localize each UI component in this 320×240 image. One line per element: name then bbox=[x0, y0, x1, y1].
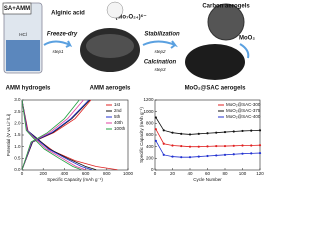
x-tick-label: 800 bbox=[103, 171, 111, 176]
step3-label: step3 bbox=[154, 67, 166, 72]
y-tick-label: 1200 bbox=[143, 97, 154, 102]
x-axis-title: Cycle Number bbox=[193, 177, 222, 182]
ion-label: (Mo₇O₂₄)⁶⁻ bbox=[115, 15, 146, 21]
y-tick-label: 2.0 bbox=[14, 121, 21, 126]
carbon-label: Carbon aerogels bbox=[202, 4, 250, 10]
y-axis-title: Specific Capacity (mAh g⁻¹) bbox=[139, 107, 144, 163]
legend-label: 2nd bbox=[114, 108, 122, 113]
data-point bbox=[258, 144, 262, 147]
x-tick-label: 0 bbox=[21, 171, 24, 176]
y-tick-label: 0 bbox=[151, 167, 154, 172]
molecule-icon bbox=[106, 1, 124, 19]
step1-label: step1 bbox=[52, 49, 64, 54]
series-line bbox=[21, 99, 82, 171]
moo2-label: MoO₂ bbox=[239, 36, 255, 42]
carbon-aerogel-photo bbox=[207, 3, 245, 41]
legend-label: 1st bbox=[114, 102, 121, 107]
arrow-step2 bbox=[142, 40, 178, 49]
y-axis-title: Potential (V vs Li⁺/Li) bbox=[6, 113, 11, 156]
x-tick-label: 600 bbox=[82, 171, 90, 176]
series-line bbox=[155, 128, 261, 148]
x-axis-title: Specific Capacity (mAh g⁻¹) bbox=[47, 177, 103, 182]
x-tick-label: 0 bbox=[154, 171, 157, 176]
y-tick-label: 1.0 bbox=[14, 144, 21, 149]
legend-label: MoO₂@SAC-400 bbox=[226, 114, 261, 119]
y-tick-label: 1.5 bbox=[14, 132, 21, 137]
y-tick-label: 200 bbox=[146, 156, 154, 161]
amm-aerogel-label: AMM aerogels bbox=[90, 86, 131, 92]
x-tick-label: 400 bbox=[61, 171, 69, 176]
calc-label: Calcination bbox=[144, 60, 177, 66]
x-tick-label: 40 bbox=[187, 171, 193, 176]
legend-label: MoO₂@SAC-300 bbox=[226, 102, 261, 107]
hcl-label: HCl bbox=[19, 32, 27, 37]
freeze-label: Freeze-dry bbox=[47, 32, 78, 38]
arrow-step1 bbox=[43, 40, 73, 48]
x-tick-label: 120 bbox=[256, 171, 264, 176]
stab-label: Stabilization bbox=[144, 32, 180, 38]
amm-hydrogel-label: AMM hydrogels bbox=[6, 86, 51, 92]
y-tick-label: 3.0 bbox=[14, 97, 21, 102]
legend-label: 5th bbox=[114, 114, 121, 119]
alginic-label: Alginic acid bbox=[51, 11, 85, 17]
x-tick-label: 100 bbox=[239, 171, 247, 176]
y-tick-label: 0.0 bbox=[14, 167, 21, 172]
legend-label: 40th bbox=[114, 120, 123, 125]
series-line bbox=[155, 117, 261, 135]
y-tick-label: 600 bbox=[146, 132, 154, 137]
x-tick-label: 80 bbox=[222, 171, 228, 176]
series-line bbox=[155, 140, 261, 158]
y-tick-label: 400 bbox=[146, 144, 154, 149]
sac-aerogel-photo bbox=[185, 44, 245, 80]
y-tick-label: 800 bbox=[146, 121, 154, 126]
hydrogel-liquid bbox=[6, 40, 40, 71]
plot-frame bbox=[154, 99, 261, 171]
x-tick-label: 1000 bbox=[123, 171, 134, 176]
legend-label: MoO₂@SAC-375 bbox=[226, 108, 261, 113]
y-tick-label: 0.5 bbox=[14, 156, 21, 161]
graphical-abstract: SA+AMM HCl Alginic acid (Mo₇O₂₄)⁶⁻ Freez… bbox=[2, 1, 264, 182]
x-tick-label: 20 bbox=[170, 171, 176, 176]
y-tick-label: 2.5 bbox=[14, 109, 21, 114]
sa-amm-label: SA+AMM bbox=[4, 6, 30, 12]
zoom-arrow bbox=[239, 43, 250, 59]
label-box bbox=[2, 2, 32, 15]
x-tick-label: 200 bbox=[39, 171, 47, 176]
sac-label: MoO₂@SAC aerogels bbox=[185, 86, 247, 92]
x-tick-label: 60 bbox=[205, 171, 211, 176]
y-tick-label: 1000 bbox=[143, 109, 154, 114]
aerogel-texture bbox=[86, 34, 134, 58]
legend-label: 100th bbox=[114, 126, 126, 131]
step2-label: step2 bbox=[154, 49, 166, 54]
